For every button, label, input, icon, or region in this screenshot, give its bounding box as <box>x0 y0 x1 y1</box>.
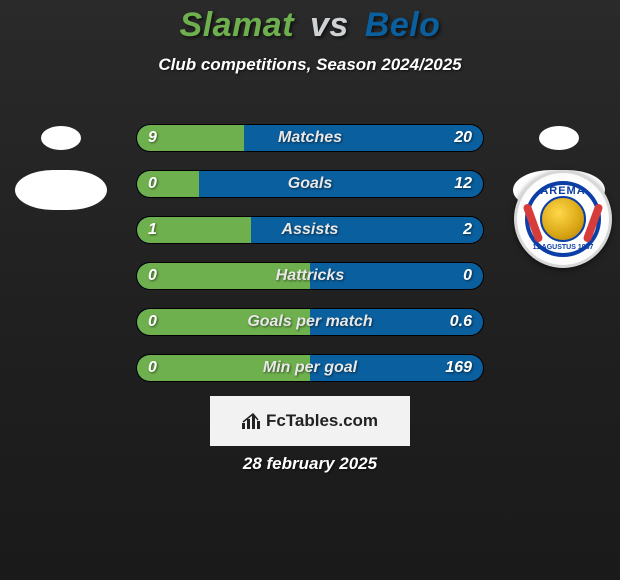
stat-value-left: 0 <box>148 354 157 382</box>
badge-text-top: AREMA <box>517 185 609 197</box>
stat-row: Goals per match0 0.6 <box>136 308 484 336</box>
source-logo-text: FcTables.com <box>266 411 378 431</box>
stat-label: Min per goal <box>136 354 484 382</box>
badge-text-bottom: 11 AGUSTUS 1987 <box>517 244 609 251</box>
source-logo: FcTables.com <box>210 396 410 446</box>
date-label: 28 february 2025 <box>0 454 620 474</box>
club-badge: AREMA 11 AGUSTUS 1987 <box>514 170 612 268</box>
stat-row: Goals0 12 <box>136 170 484 198</box>
stat-value-right: 169 <box>445 354 472 382</box>
avatar-body-icon <box>15 170 107 210</box>
avatar-player1 <box>6 108 116 218</box>
subtitle: Club competitions, Season 2024/2025 <box>0 55 620 75</box>
avatar-head-icon <box>41 126 81 150</box>
stat-row: Matches9 20 <box>136 124 484 152</box>
stat-value-right: 20 <box>454 124 472 152</box>
stat-row: Min per goal0 169 <box>136 354 484 382</box>
title-player2: Belo <box>365 6 441 44</box>
stat-row: Assists1 2 <box>136 216 484 244</box>
stat-label: Matches <box>136 124 484 152</box>
bar-chart-icon <box>242 413 262 429</box>
avatar-head-icon <box>539 126 579 150</box>
stat-row: Hattricks0 0 <box>136 262 484 290</box>
stat-value-right: 2 <box>463 216 472 244</box>
title-player1: Slamat <box>180 6 295 44</box>
stat-value-left: 0 <box>148 262 157 290</box>
stat-label: Goals <box>136 170 484 198</box>
badge-center-icon <box>540 196 586 242</box>
stat-label: Goals per match <box>136 308 484 336</box>
stat-value-right: 0 <box>463 262 472 290</box>
stat-value-left: 1 <box>148 216 157 244</box>
stat-bars: Matches920Goals012Assists12Hattricks00Go… <box>136 124 484 400</box>
stat-value-left: 9 <box>148 124 157 152</box>
page-title: Slamat vs Belo <box>0 0 620 45</box>
stat-label: Assists <box>136 216 484 244</box>
stat-value-right: 12 <box>454 170 472 198</box>
stat-value-left: 0 <box>148 308 157 336</box>
title-vs: vs <box>304 6 355 44</box>
stat-value-left: 0 <box>148 170 157 198</box>
stat-value-right: 0.6 <box>450 308 472 336</box>
comparison-card: Slamat vs Belo Club competitions, Season… <box>0 0 620 580</box>
stat-label: Hattricks <box>136 262 484 290</box>
